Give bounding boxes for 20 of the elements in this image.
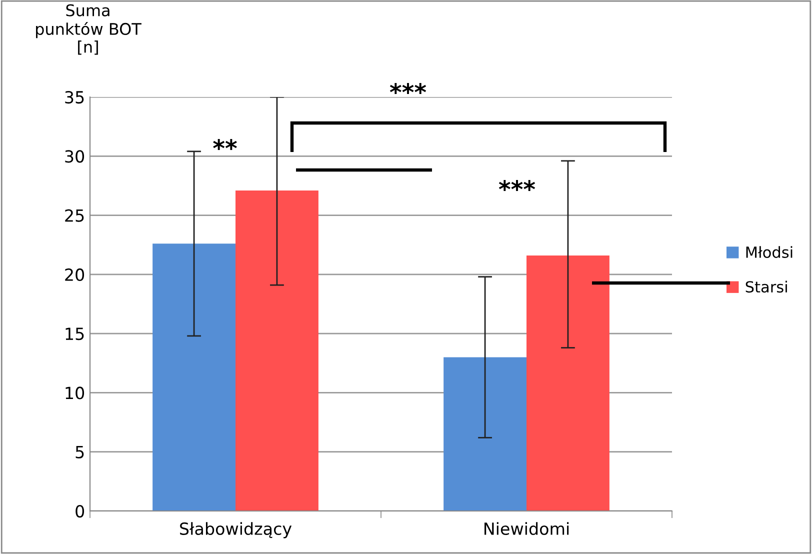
y-tick-label: 30 [65, 150, 84, 163]
y-tick-label: 5 [76, 446, 84, 458]
legend-label: Młodsi [746, 246, 792, 258]
bar [444, 357, 526, 511]
bar [152, 244, 236, 511]
bar [526, 256, 610, 511]
text: *** [390, 82, 426, 94]
y-tick-label: 35 [65, 90, 84, 104]
y-tick-label: 0 [76, 504, 84, 518]
annotation: ** [213, 138, 237, 150]
bar [236, 190, 318, 511]
y-tick-label: 25 [65, 209, 84, 222]
x-tick-label: Słabowidzący [180, 522, 292, 538]
y-axis-title: Suma punktów BOT [n] [36, 4, 142, 55]
annotation: *** [498, 180, 536, 191]
x-tick-label: Niewidomi [484, 522, 569, 536]
legend-label: Starsi [746, 280, 787, 293]
y-tick-label: 20 [65, 268, 84, 281]
y-tick-label: 10 [66, 386, 84, 400]
y-tick-label: 15 [66, 328, 84, 340]
